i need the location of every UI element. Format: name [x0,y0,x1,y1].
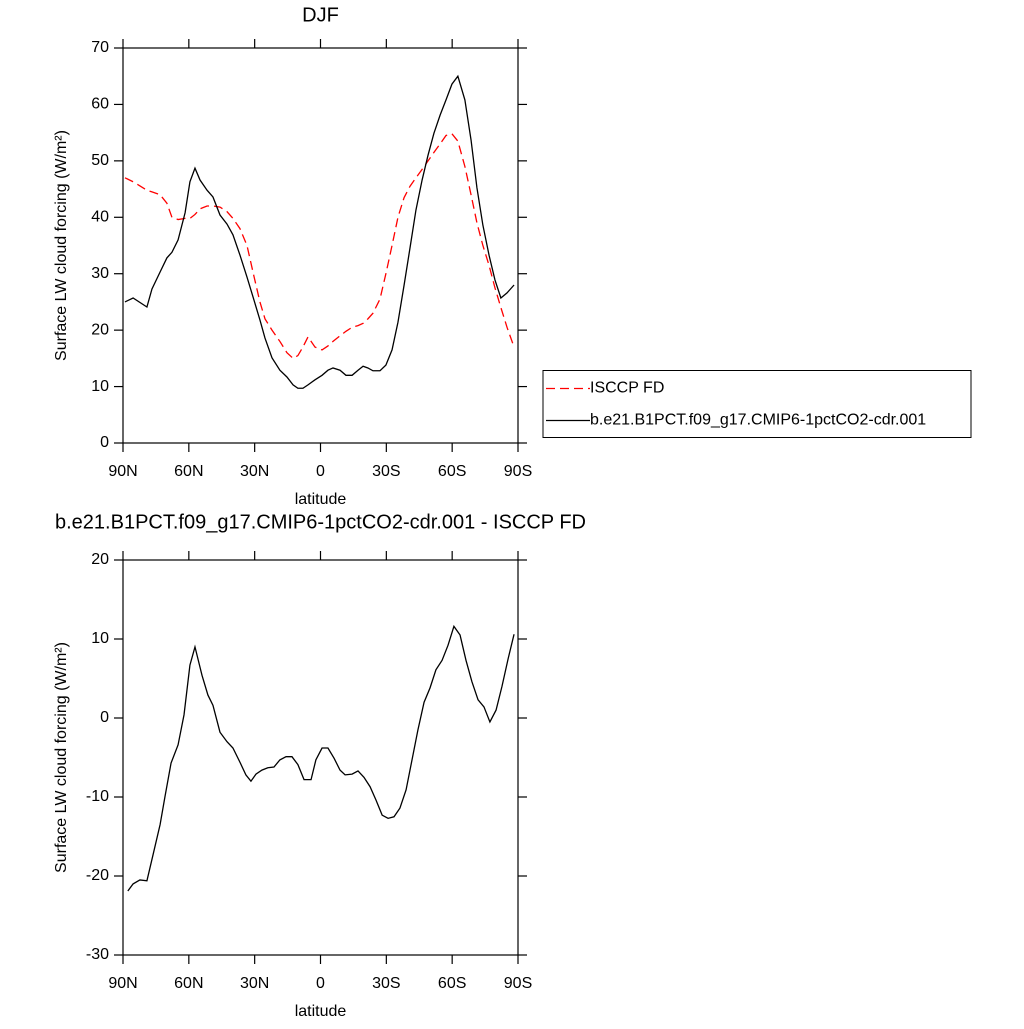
y-tick-label: 0 [100,434,109,451]
y-tick-label: 20 [91,551,109,568]
data-line [127,624,515,892]
y-tick-label: 0 [100,709,109,726]
y-tick-label: -30 [86,946,109,963]
x-tick-label: 30N [240,975,269,992]
x-tick-label: 30S [372,975,400,992]
plot-frame [122,47,519,444]
y-tick-label: 40 [91,209,109,226]
y-tick-label: 10 [91,378,109,395]
chart-title: DJF [302,4,339,26]
y-axis-label: Surface LW cloud forcing (W/m²) [53,642,70,873]
data-line [124,74,515,389]
y-tick-label: -10 [86,788,109,805]
y-tick-label: 50 [91,152,109,169]
x-axis-label: latitude [295,1003,347,1020]
y-tick-label: -20 [86,867,109,884]
x-tick-label: 30S [372,463,400,480]
legend-label: b.e21.B1PCT.f09_g17.CMIP6-1pctCO2-cdr.00… [590,412,926,429]
y-tick-label: 70 [91,39,109,56]
x-tick-label: 60S [438,975,466,992]
legend-box [542,370,972,438]
x-tick-label: 90N [108,463,137,480]
x-tick-label: 90N [108,975,137,992]
y-tick-label: 20 [91,321,109,338]
x-tick-label: 60N [174,975,203,992]
x-tick-label: 0 [316,975,325,992]
legend-label: ISCCP FD [590,380,664,397]
x-tick-label: 60S [438,463,466,480]
x-tick-label: 30N [240,463,269,480]
x-tick-label: 60N [174,463,203,480]
y-tick-label: 30 [91,265,109,282]
data-line [124,133,515,360]
y-tick-label: 10 [91,630,109,647]
chart-title: b.e21.B1PCT.f09_g17.CMIP6-1pctCO2-cdr.00… [55,511,586,533]
x-tick-label: 0 [316,463,325,480]
legend: ISCCP FD b.e21.B1PCT.f09_g17.CMIP6-1pctCO… [542,370,972,438]
x-tick-label: 90S [504,463,532,480]
y-tick-label: 60 [91,96,109,113]
x-tick-label: 90S [504,975,532,992]
x-axis-label: latitude [295,491,347,508]
plot-frame [122,559,519,956]
y-axis-label: Surface LW cloud forcing (W/m²) [53,130,70,361]
